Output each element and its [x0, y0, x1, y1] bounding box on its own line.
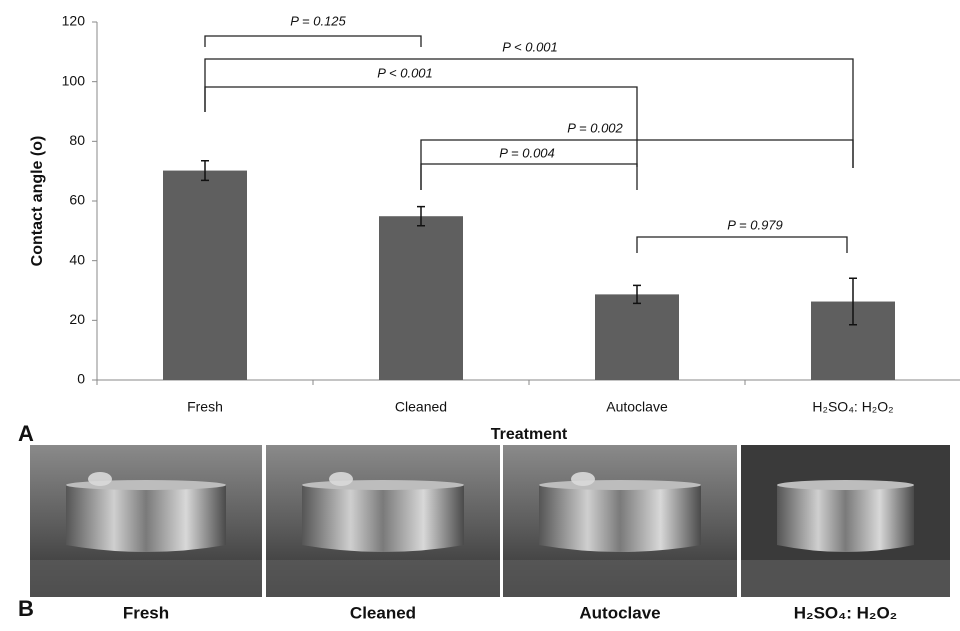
photo-caption: H₂SO₄: H₂O₂ [794, 603, 898, 622]
figure: A B Treatment Contact angle (o) 0 20 40 60 8… [0, 0, 960, 626]
bar [163, 171, 247, 380]
photo-floor [30, 560, 262, 597]
photo-disc-top [302, 480, 464, 490]
panel-label: B [18, 596, 34, 621]
significance-bracket [205, 36, 421, 47]
photo-disc [302, 485, 464, 552]
x-tick-label: Cleaned [395, 399, 447, 415]
x-axis-title: Treatment [491, 426, 568, 443]
y-tick-label: 0 [77, 371, 85, 387]
photo-floor [503, 560, 737, 597]
photo-disc [539, 485, 701, 552]
y-tick-label: 40 [69, 251, 85, 267]
significance-bracket [421, 164, 637, 190]
p-value: P = 0.004 [499, 145, 555, 160]
photo-disc-top [777, 480, 914, 490]
y-tick-label: 100 [62, 72, 86, 88]
p-value: P < 0.001 [502, 39, 558, 54]
significance-bracket [637, 237, 847, 253]
p-value: P = 0.002 [567, 120, 623, 135]
photo-droplet [329, 472, 353, 486]
bar [595, 294, 679, 380]
photo-disc-top [539, 480, 701, 490]
y-axis-title: Contact angle (o) [29, 136, 46, 267]
y-tick-label: 120 [62, 13, 86, 29]
photo-caption: Autoclave [579, 603, 660, 622]
y-tick-label: 20 [69, 311, 85, 327]
photo-disc [777, 485, 914, 552]
photo-droplet [571, 472, 595, 486]
page: {"chart_data": {"type": "bar", "ylabel":… [0, 0, 960, 626]
photo-disc [66, 485, 226, 552]
x-tick-label: Autoclave [606, 399, 668, 415]
x-tick-label: Fresh [187, 399, 223, 415]
photo-caption: Cleaned [350, 603, 416, 622]
photo-caption: Fresh [123, 603, 169, 622]
p-value: P < 0.001 [377, 65, 433, 80]
bar [379, 216, 463, 380]
photo-floor [266, 560, 500, 597]
y-tick-label: 60 [69, 192, 85, 208]
x-tick-label: H₂SO₄: H₂O₂ [812, 399, 893, 415]
photo-droplet [88, 472, 112, 486]
p-value: P = 0.125 [290, 13, 346, 28]
y-tick-label: 80 [69, 132, 85, 148]
photo-floor [741, 560, 950, 597]
p-value: P = 0.979 [727, 217, 783, 232]
panel-label: A [18, 421, 34, 446]
